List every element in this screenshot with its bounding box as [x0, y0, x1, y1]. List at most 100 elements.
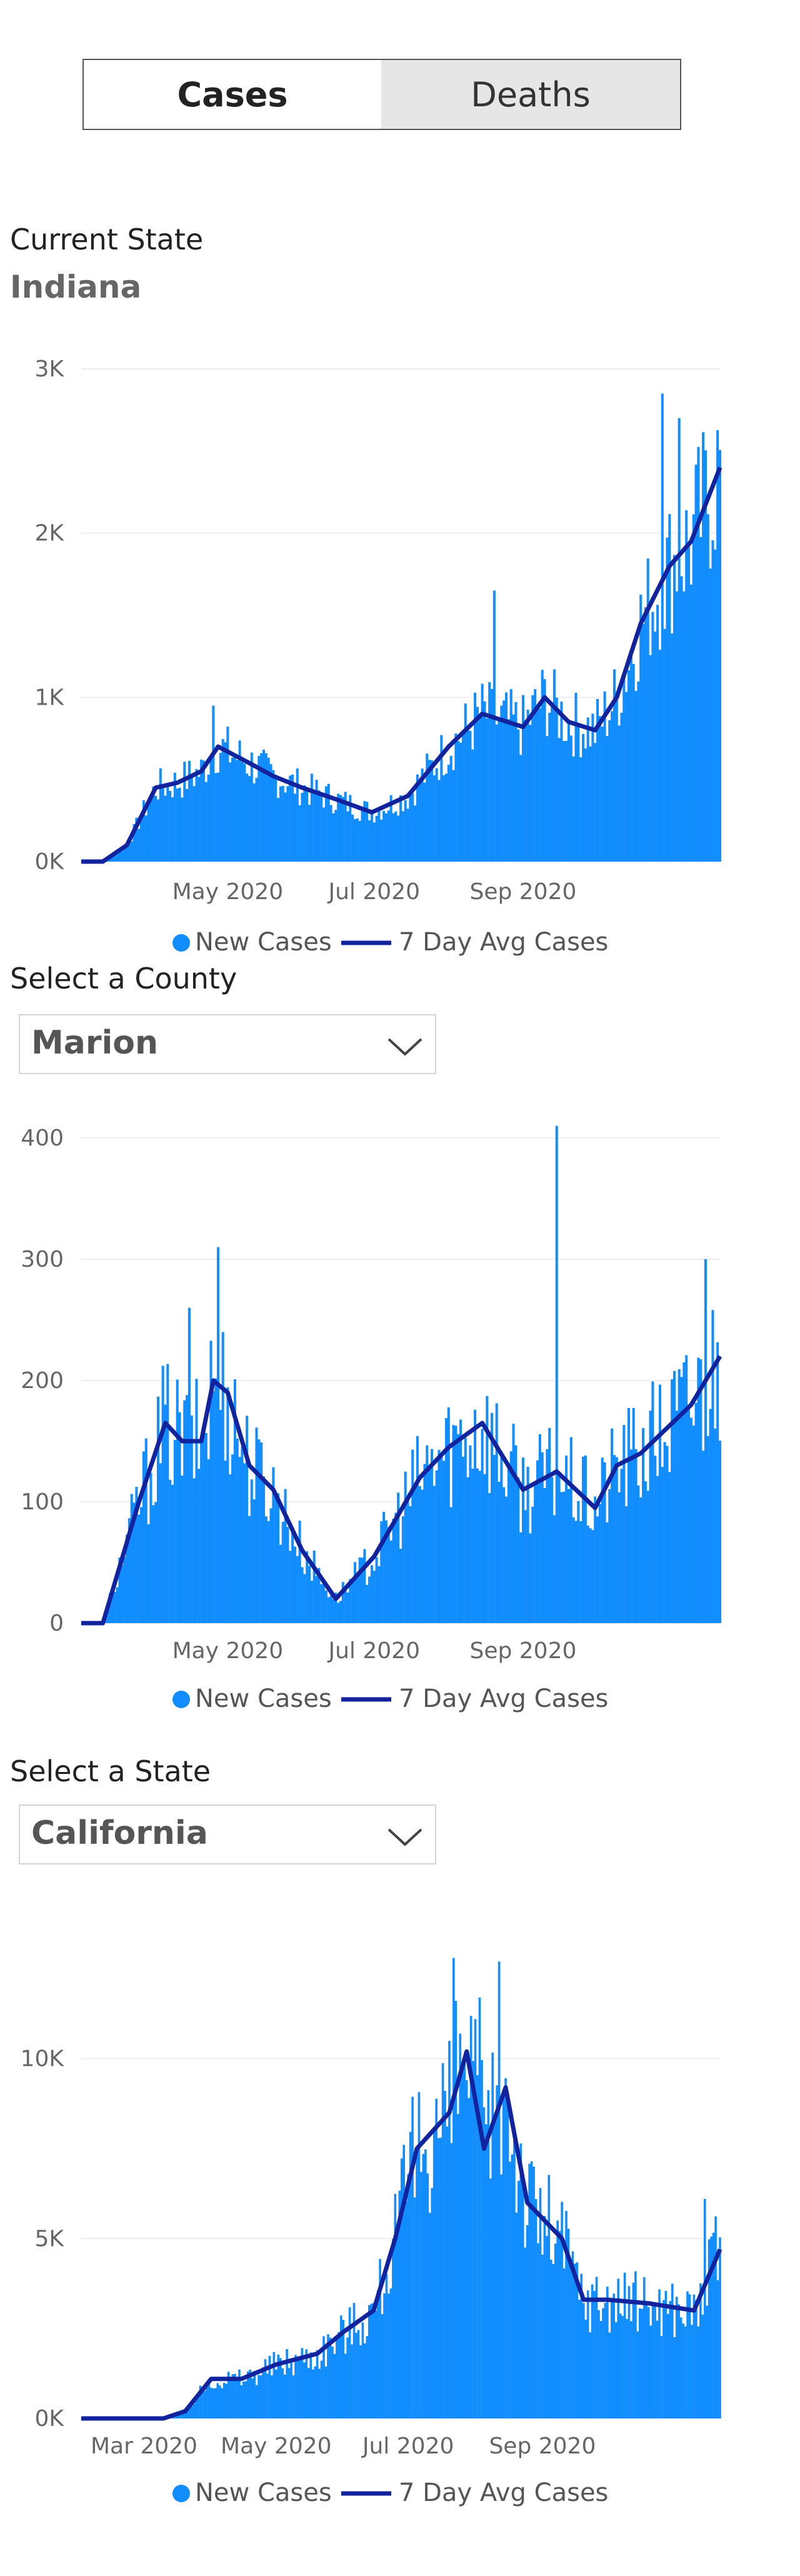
bar — [632, 2282, 635, 2418]
bar — [448, 2041, 451, 2418]
bar — [634, 691, 638, 862]
bar — [384, 813, 388, 862]
bar — [478, 1997, 481, 2418]
bar — [346, 2337, 349, 2418]
bar — [225, 2383, 228, 2418]
bar — [242, 2381, 245, 2418]
bar — [519, 755, 522, 862]
bar — [212, 1391, 215, 1623]
bar — [333, 2353, 336, 2418]
bar — [116, 1587, 119, 1623]
bar-series-new-cases — [104, 1125, 722, 1623]
y-tick-label: 0 — [49, 1611, 64, 1636]
bar — [346, 811, 349, 862]
bar — [682, 591, 686, 862]
bar — [511, 2154, 514, 2418]
bar — [327, 2334, 329, 2418]
y-tick-label: 10K — [21, 2046, 65, 2072]
bar — [569, 1437, 572, 1623]
bar — [125, 845, 129, 862]
bar — [286, 1527, 289, 1623]
bar — [366, 1584, 369, 1623]
bar — [125, 1534, 129, 1623]
bar — [378, 809, 381, 862]
y-tick-label: 0K — [34, 849, 64, 875]
bar — [551, 1477, 554, 1623]
bar — [478, 716, 481, 862]
bar — [552, 669, 556, 862]
bar — [673, 2337, 676, 2418]
bar — [689, 1417, 692, 1623]
bar — [279, 786, 282, 862]
bar — [171, 797, 174, 862]
bar — [209, 760, 212, 862]
cases-toggle-button[interactable]: Cases — [82, 59, 382, 130]
bar — [610, 2302, 613, 2418]
legend-label-new-cases: New Cases — [195, 2478, 332, 2507]
bar — [638, 2308, 641, 2418]
bar — [714, 550, 717, 862]
bar — [678, 418, 681, 862]
bar — [543, 679, 546, 862]
bar — [416, 2149, 418, 2418]
bar — [258, 1439, 261, 1623]
bar — [118, 849, 121, 862]
bar — [186, 1395, 189, 1623]
bar — [651, 1381, 654, 1623]
bar — [618, 725, 621, 862]
bar — [142, 1451, 145, 1623]
bar — [281, 1522, 284, 1623]
bar — [452, 1958, 455, 2418]
bar — [546, 1449, 549, 1623]
bar — [490, 1412, 494, 1623]
chevron-down-icon — [388, 1828, 422, 1846]
bar — [586, 717, 589, 862]
bar — [214, 2388, 217, 2418]
bar — [244, 2381, 248, 2418]
deaths-toggle-button[interactable]: Deaths — [381, 59, 681, 130]
bar — [188, 1307, 191, 1623]
bar — [178, 787, 181, 862]
bar — [123, 846, 126, 862]
bar — [702, 432, 705, 862]
bar — [474, 2019, 477, 2418]
bar — [277, 2354, 280, 2418]
bar — [689, 584, 692, 862]
bar — [668, 1472, 671, 1623]
state-dropdown[interactable]: California — [19, 1804, 436, 1864]
bar — [420, 2171, 422, 2418]
bar — [688, 2294, 691, 2418]
bar — [401, 811, 404, 862]
bar — [567, 720, 570, 862]
bar — [552, 2264, 555, 2418]
bar — [579, 1521, 582, 1623]
bar — [464, 1437, 467, 1623]
bar — [506, 2103, 509, 2418]
bar — [671, 633, 674, 862]
bar — [208, 2383, 211, 2418]
bar — [546, 736, 549, 862]
bar-series-new-cases — [164, 1958, 721, 2418]
bar — [606, 736, 609, 862]
bar — [712, 2232, 715, 2418]
county-dropdown[interactable]: Marion — [19, 1014, 436, 1074]
bar — [271, 2375, 273, 2418]
bar — [442, 1461, 446, 1623]
bar — [526, 2225, 529, 2418]
bar — [279, 1544, 282, 1623]
bar — [281, 785, 284, 862]
bar — [308, 805, 311, 862]
bar — [418, 783, 421, 862]
bar — [471, 749, 474, 862]
bar — [144, 815, 148, 862]
bar — [647, 2307, 650, 2418]
bar — [262, 1476, 266, 1623]
bar — [372, 2303, 375, 2418]
bar — [626, 2318, 628, 2418]
bar — [603, 1462, 606, 1623]
bar — [505, 1496, 508, 1623]
bar — [238, 2369, 241, 2418]
bar — [197, 2396, 199, 2418]
bar — [309, 2352, 312, 2418]
bar — [392, 2238, 394, 2418]
